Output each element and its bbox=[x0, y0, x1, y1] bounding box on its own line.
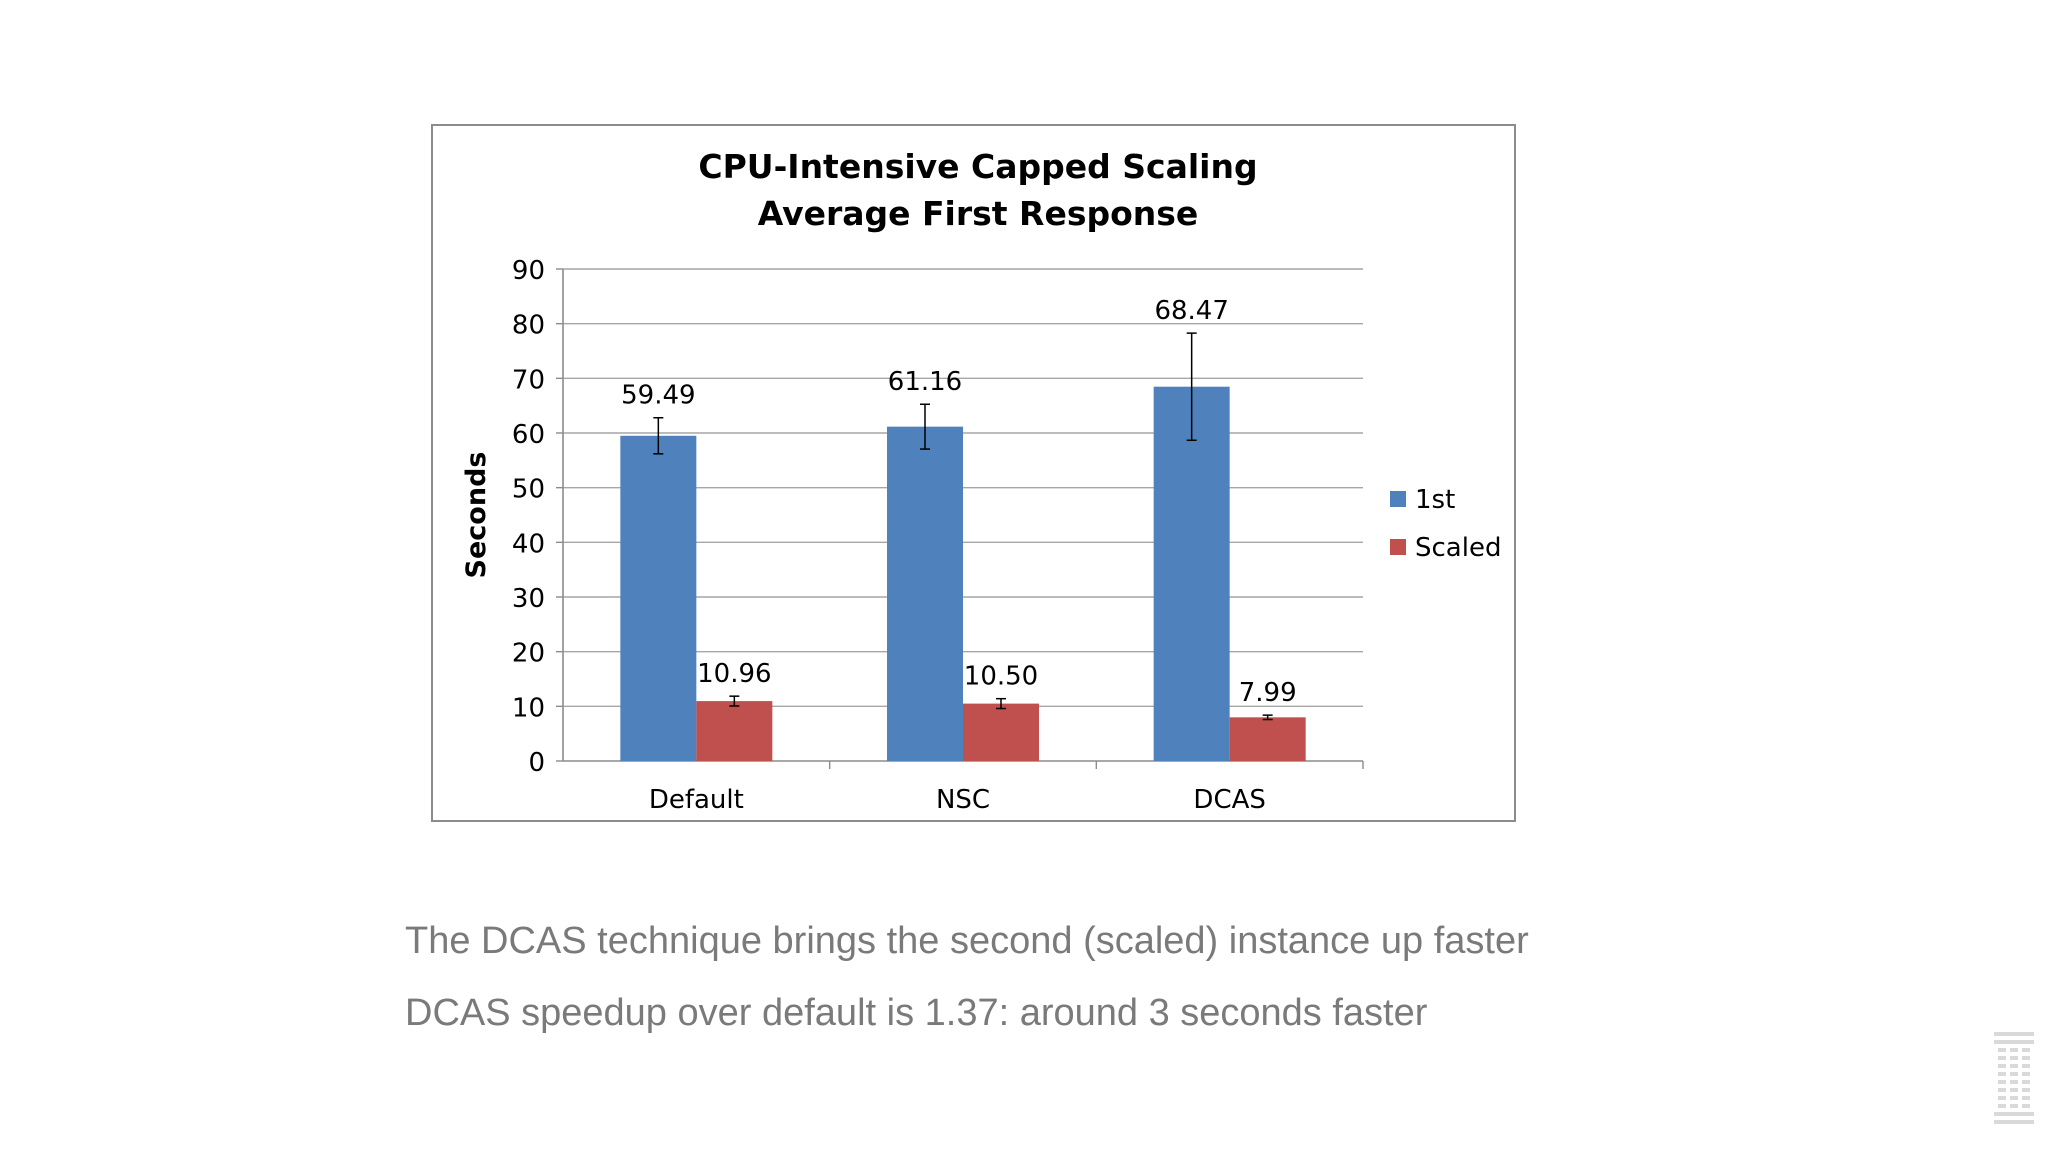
y-tick-label: 40 bbox=[512, 529, 545, 559]
data-label: 7.99 bbox=[1239, 678, 1297, 708]
x-tick-label: NSC bbox=[936, 785, 990, 815]
y-tick-label: 90 bbox=[512, 256, 545, 286]
ibm-logo-icon bbox=[1994, 1032, 2034, 1124]
y-tick-label: 10 bbox=[512, 693, 545, 723]
x-tick-label: Default bbox=[649, 785, 744, 815]
y-tick-label: 0 bbox=[528, 748, 545, 778]
bar-chart: CPU-Intensive Capped Scaling Average Firs… bbox=[461, 147, 1501, 815]
bar-scaled-default bbox=[696, 701, 773, 761]
bullet-line-2: DCAS speedup over default is 1.37: aroun… bbox=[405, 992, 1428, 1034]
data-label: 59.49 bbox=[621, 381, 695, 411]
chart-frame: CPU-Intensive Capped Scaling Average Firs… bbox=[431, 124, 1516, 822]
data-label: 10.96 bbox=[697, 659, 771, 689]
bullet-list: The DCAS technique brings the second (sc… bbox=[405, 905, 1529, 1049]
y-tick-label: 30 bbox=[512, 584, 545, 614]
bullet-line-1: The DCAS technique brings the second (sc… bbox=[405, 920, 1529, 962]
y-tick-label: 80 bbox=[512, 311, 545, 341]
chart-title-line-2: Average First Response bbox=[758, 194, 1199, 233]
bar-scaled-dcas bbox=[1229, 717, 1306, 761]
x-tick-label: DCAS bbox=[1193, 785, 1265, 815]
legend-label-1st: 1st bbox=[1415, 485, 1455, 515]
data-label: 61.16 bbox=[888, 367, 962, 397]
legend-label-scaled: Scaled bbox=[1415, 533, 1501, 563]
chart-title-line-1: CPU-Intensive Capped Scaling bbox=[698, 147, 1257, 186]
data-label: 10.50 bbox=[964, 662, 1038, 692]
y-axis-label: Seconds bbox=[461, 452, 492, 579]
y-tick-label: 60 bbox=[512, 420, 545, 450]
bar-1st-default bbox=[620, 435, 697, 761]
legend-swatch-scaled bbox=[1390, 539, 1406, 555]
y-tick-label: 20 bbox=[512, 639, 545, 669]
data-label: 68.47 bbox=[1154, 296, 1228, 326]
y-tick-label: 50 bbox=[512, 475, 545, 505]
bar-1st-dcas bbox=[1153, 386, 1230, 761]
bar-scaled-nsc bbox=[963, 703, 1039, 761]
bar-1st-nsc bbox=[887, 426, 963, 761]
legend-swatch-1st bbox=[1390, 491, 1406, 507]
y-tick-label: 70 bbox=[512, 365, 545, 395]
